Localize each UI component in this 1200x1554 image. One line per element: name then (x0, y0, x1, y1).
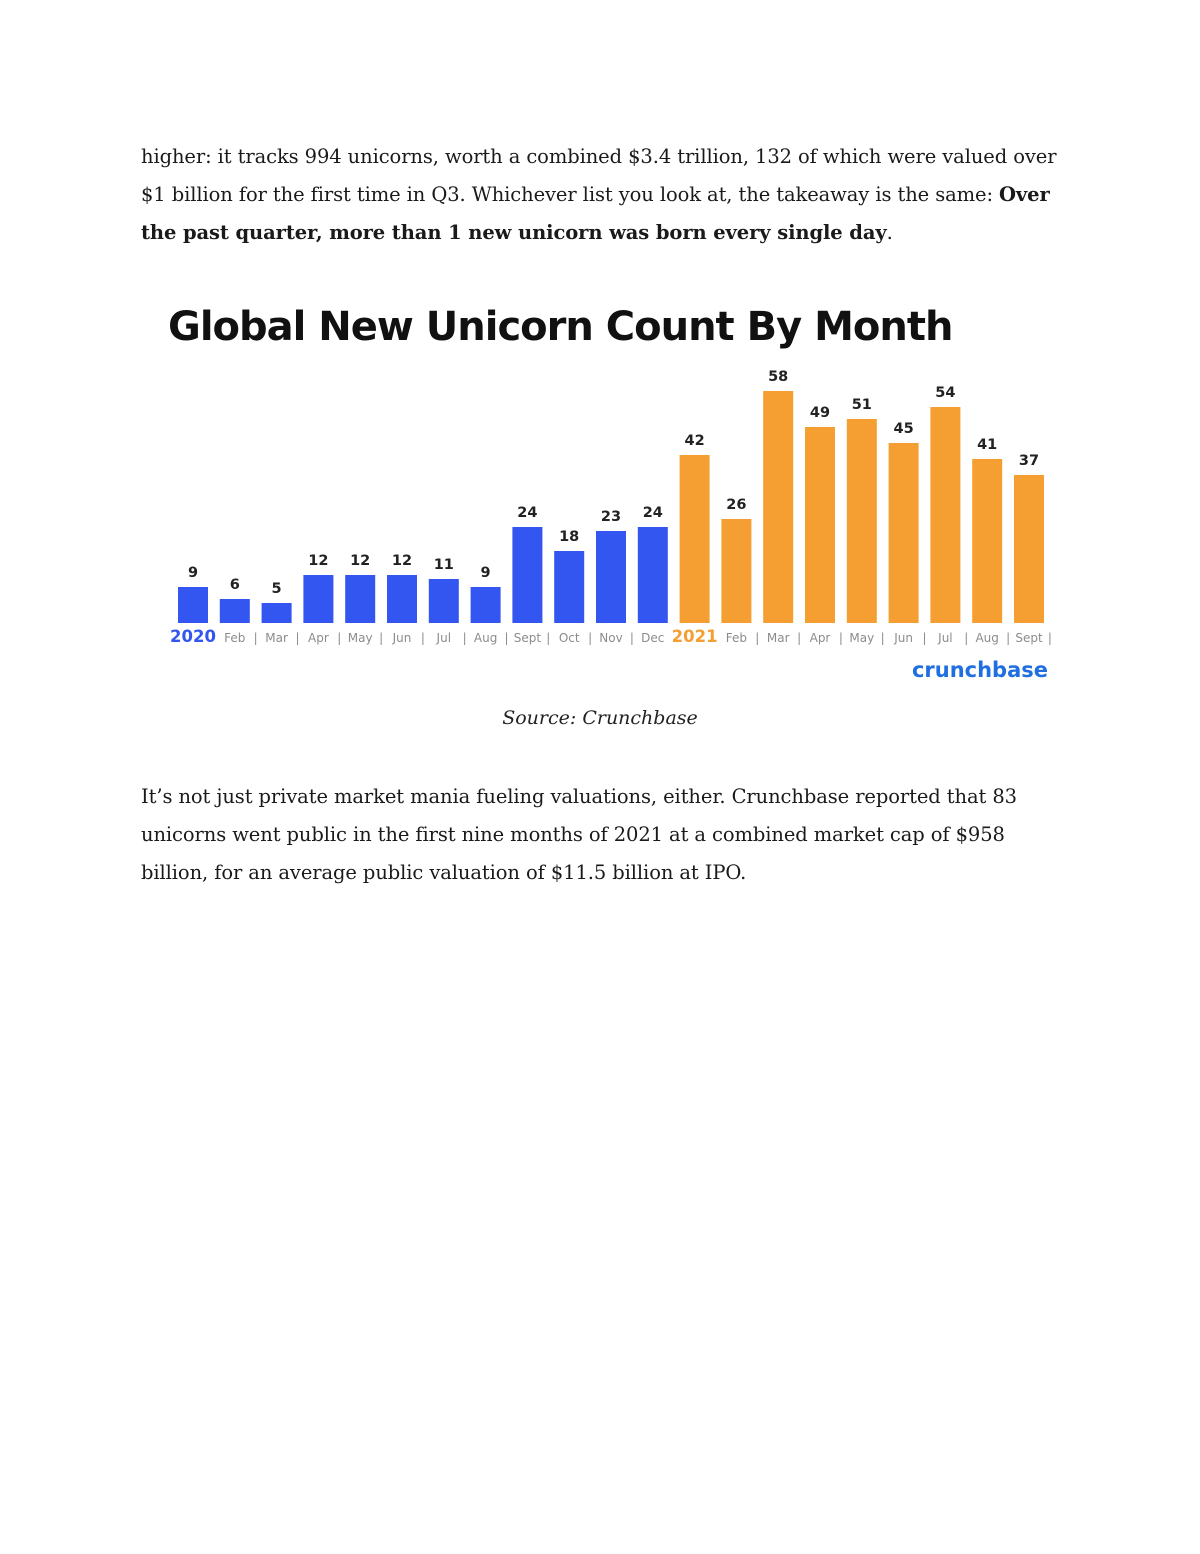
month-tick-label: Apr (308, 631, 329, 645)
month-tick-label: May (849, 631, 874, 645)
bar-value-label: 41 (977, 437, 997, 453)
month-tick-label: Feb (224, 631, 245, 645)
paragraph-text: higher: it tracks 994 unicorns, worth a … (141, 145, 1057, 206)
tick-separator: | (1048, 631, 1052, 645)
bar-feb-13 (721, 519, 752, 623)
tick-separator: | (295, 631, 299, 645)
chart-title: Global New Unicorn Count By Month (168, 304, 952, 350)
month-tick-label: Jul (937, 631, 952, 645)
tick-separator: | (504, 631, 508, 645)
paragraph-intro: higher: it tracks 994 unicorns, worth a … (141, 138, 1061, 252)
year-tick-label: 2021 (672, 627, 718, 646)
bar-jun-5 (387, 575, 417, 623)
month-tick-label: Nov (599, 631, 622, 645)
month-tick-label: Sept (1015, 631, 1043, 645)
bar-oct-9 (554, 551, 585, 623)
figure-caption: Source: Crunchbase (502, 707, 698, 729)
bar-may-16 (846, 419, 877, 623)
bar-may-4 (345, 575, 376, 623)
bar-value-label: 9 (188, 565, 198, 581)
bar-value-label: 26 (726, 497, 746, 513)
month-tick-label: Jun (392, 631, 412, 645)
bar-value-label: 9 (481, 565, 491, 581)
tick-separator: | (546, 631, 550, 645)
month-tick-label: Oct (559, 631, 580, 645)
bar-dec-11 (637, 527, 668, 623)
month-tick-label: Feb (726, 631, 747, 645)
month-tick-label: Jun (893, 631, 913, 645)
month-tick-label: Sept (514, 631, 542, 645)
tick-separator: | (463, 631, 467, 645)
bar-value-label: 5 (272, 581, 282, 597)
paragraph-text-end: . (886, 221, 893, 244)
tick-separator: | (588, 631, 592, 645)
year-tick-label: 2020 (170, 627, 216, 646)
bar-sept-8 (512, 527, 543, 623)
bar-value-label: 54 (935, 385, 955, 401)
tick-separator: | (881, 631, 885, 645)
bar-value-label: 12 (350, 553, 370, 569)
bar-value-label: 42 (685, 433, 705, 449)
tick-separator: | (839, 631, 843, 645)
bar-mar-14 (763, 391, 794, 623)
bar-value-label: 12 (308, 553, 328, 569)
tick-separator: | (755, 631, 759, 645)
tick-separator: | (421, 631, 425, 645)
bar-apr-3 (303, 575, 334, 623)
bar-value-label: 18 (559, 529, 579, 545)
tick-separator: | (964, 631, 968, 645)
bar-value-label: 12 (392, 553, 412, 569)
bar-jul-18 (930, 407, 961, 623)
month-tick-label: Dec (641, 631, 664, 645)
bar-aug-19 (972, 459, 1003, 623)
month-tick-label: Jul (436, 631, 451, 645)
month-tick-label: Aug (474, 631, 497, 645)
bar-aug-7 (470, 587, 501, 623)
bar-jun-17 (888, 443, 919, 623)
paragraph-bold-text: Over the past quarter, more than 1 new u… (141, 183, 1050, 244)
bar-value-label: 24 (517, 505, 537, 521)
bar-value-label: 23 (601, 509, 621, 525)
bar-value-label: 51 (852, 397, 872, 413)
month-tick-label: Aug (975, 631, 998, 645)
tick-separator: | (379, 631, 383, 645)
bar-2021-12 (679, 455, 710, 623)
month-tick-label: Apr (810, 631, 831, 645)
tick-separator: | (337, 631, 341, 645)
month-tick-label: Mar (265, 631, 288, 645)
month-tick-label: Mar (767, 631, 790, 645)
bar-value-label: 58 (768, 369, 788, 385)
bar-jul-6 (428, 579, 459, 623)
bar-value-label: 6 (230, 577, 240, 593)
bar-value-label: 45 (894, 421, 914, 437)
tick-separator: | (1006, 631, 1010, 645)
bar-mar-2 (261, 603, 292, 623)
bar-value-label: 11 (434, 557, 454, 573)
paragraph-ipo: It’s not just private market mania fueli… (141, 785, 1017, 884)
bar-nov-10 (596, 531, 626, 623)
month-tick-label: May (348, 631, 373, 645)
bar-2020-0 (178, 587, 208, 623)
bar-feb-1 (219, 599, 250, 623)
bar-value-label: 49 (810, 405, 830, 421)
unicorn-count-chart: Global New Unicorn Count By Month 9 2020 6… (168, 304, 1052, 682)
bar-apr-15 (805, 427, 835, 623)
bar-sept-20 (1014, 475, 1044, 623)
tick-separator: | (254, 631, 258, 645)
bar-value-label: 37 (1019, 453, 1039, 469)
crunchbase-logo: crunchbase (912, 658, 1048, 682)
tick-separator: | (630, 631, 634, 645)
bar-value-label: 24 (643, 505, 663, 521)
tick-separator: | (797, 631, 801, 645)
tick-separator: | (922, 631, 926, 645)
